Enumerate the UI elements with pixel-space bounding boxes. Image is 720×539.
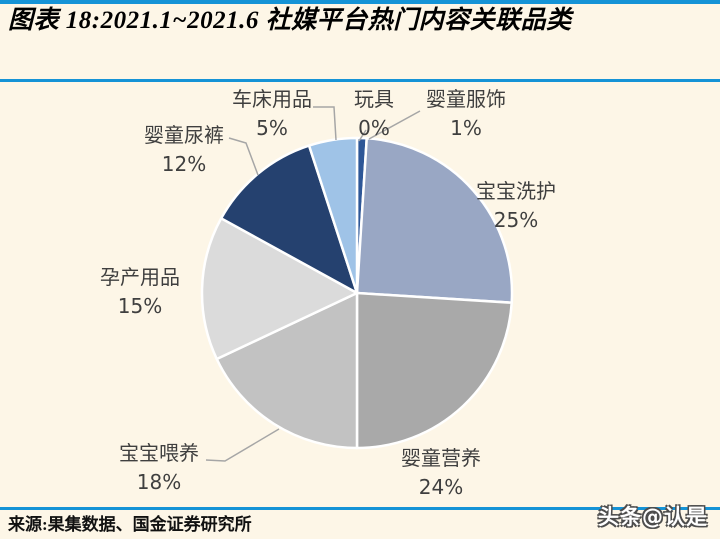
top-rule (0, 0, 720, 4)
leader-line-yingtong-niaoku (228, 137, 259, 176)
footer-rule (0, 507, 720, 510)
leader-line-chechuang-yongpin (313, 106, 337, 141)
pie-label-yingtong-fushi: 婴童服饰 1% (426, 86, 506, 142)
pie-label-name-yingtong-niaoku: 婴童尿裤 (144, 125, 224, 147)
pie-label-name-baobao-weiyang: 宝宝喂养 (119, 443, 199, 465)
pie-label-baobao-weiyang: 宝宝喂养 18% (119, 440, 199, 496)
pie-label-name-chechuang-yongpin: 车床用品 (232, 89, 312, 111)
pie-label-name-yingtong-yingyang: 婴童营养 (401, 448, 481, 470)
pie-label-value-yingtong-yingyang: 24% (418, 475, 464, 499)
pie-label-name-yingtong-fushi: 婴童服饰 (426, 89, 506, 111)
chart-title: 图表 18:2021.1~2021.6 社媒平台热门内容关联品类 (8, 7, 572, 34)
pie-slice-chechuang-yongpin (307, 136, 359, 295)
header-rule (0, 79, 720, 82)
pie-label-value-yunchan-yongpin: 15% (117, 294, 163, 318)
pie-label-value-yingtong-fushi: 1% (450, 116, 482, 140)
source-note: 来源:果集数据、国金证券研究所 (8, 515, 252, 534)
pie-slice-yunchan-yongpin (200, 217, 359, 361)
pie-label-value-baobao-weiyang: 18% (136, 470, 182, 494)
pie-label-value-yingtong-niaoku: 12% (161, 152, 207, 176)
pie-label-baobao-xihu: 宝宝洗护 25% (476, 178, 556, 234)
pie-label-name-baobao-xihu: 宝宝洗护 (476, 181, 556, 203)
pie-slice-baobao-xihu (355, 137, 514, 304)
pie-label-value-chechuang-yongpin: 5% (256, 116, 288, 140)
pie-slice-baobao-weiyang (215, 291, 359, 450)
pie-label-value-wanju: 0% (358, 116, 390, 140)
watermark: 头条@认是 (598, 505, 708, 529)
pie-label-name-yunchan-yongpin: 孕产用品 (100, 267, 180, 289)
pie-label-chechuang-yongpin: 车床用品 5% (232, 86, 312, 142)
leader-line-baobao-weiyang (205, 428, 280, 462)
pie-label-wanju: 玩具 0% (354, 86, 394, 142)
leader-line-wanju (358, 129, 367, 142)
pie-label-yingtong-niaoku: 婴童尿裤 12% (144, 122, 224, 178)
pie-slice-yingtong-yingyang (355, 291, 513, 450)
pie-label-name-wanju: 玩具 (354, 89, 394, 111)
pie-label-value-baobao-xihu: 25% (493, 208, 539, 232)
leader-line-yingtong-fushi (368, 110, 421, 140)
pie-label-yunchan-yongpin: 孕产用品 15% (100, 264, 180, 320)
pie-label-yingtong-yingyang: 婴童营养 24% (401, 445, 481, 501)
